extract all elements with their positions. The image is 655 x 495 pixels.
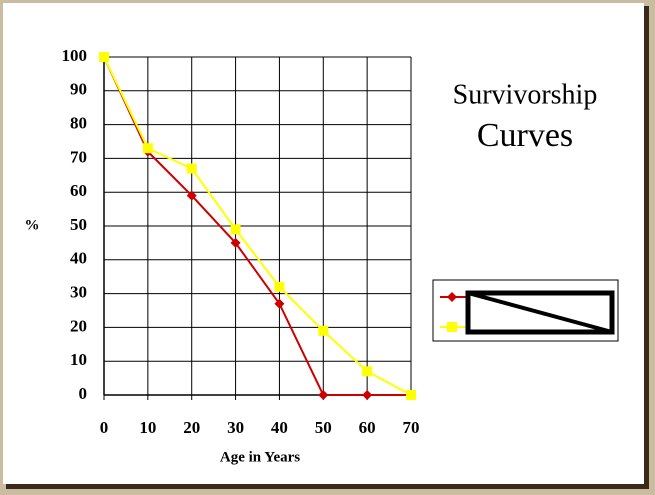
point bbox=[186, 163, 197, 174]
point bbox=[230, 224, 241, 235]
point bbox=[230, 237, 241, 248]
y-tick-label: 80 bbox=[70, 114, 87, 133]
y-tick-label: 50 bbox=[70, 215, 87, 234]
y-tick-label: 10 bbox=[70, 350, 87, 369]
point bbox=[142, 143, 153, 154]
y-tick-label: 60 bbox=[70, 181, 87, 200]
point bbox=[274, 281, 285, 292]
x-tick-label: 10 bbox=[139, 418, 156, 437]
point bbox=[318, 325, 329, 336]
series-line bbox=[103, 56, 411, 396]
legend-marker bbox=[447, 322, 457, 332]
y-tick-label: 100 bbox=[62, 46, 88, 65]
x-axis-label: Age in Years bbox=[220, 449, 300, 465]
x-tick-label: 70 bbox=[403, 418, 420, 437]
y-tick-label: 70 bbox=[70, 147, 87, 166]
chart-title: Survivorship bbox=[453, 79, 598, 110]
x-tick-label: 40 bbox=[271, 418, 288, 437]
chart-subtitle: Curves bbox=[477, 117, 573, 154]
x-tick-label: 0 bbox=[100, 418, 109, 437]
y-tick-label: 30 bbox=[70, 283, 87, 302]
x-tick-label: 50 bbox=[315, 418, 332, 437]
point bbox=[274, 298, 285, 309]
x-tick-label: 30 bbox=[227, 418, 244, 437]
legend-marker bbox=[447, 292, 457, 302]
x-tick-label: 20 bbox=[183, 418, 200, 437]
point bbox=[406, 390, 416, 400]
point bbox=[186, 190, 197, 201]
y-axis-label: % bbox=[25, 217, 40, 233]
y-tick-label: 20 bbox=[70, 316, 87, 335]
series-line bbox=[103, 56, 412, 396]
legend-cover-line bbox=[467, 291, 613, 334]
y-tick-label: 90 bbox=[70, 80, 87, 99]
y-tick-label: 40 bbox=[70, 249, 87, 268]
point bbox=[318, 390, 329, 400]
x-tick-label: 60 bbox=[359, 418, 376, 437]
point bbox=[99, 52, 109, 62]
point bbox=[362, 390, 373, 400]
y-tick-label: 0 bbox=[79, 384, 88, 403]
point bbox=[362, 366, 373, 377]
